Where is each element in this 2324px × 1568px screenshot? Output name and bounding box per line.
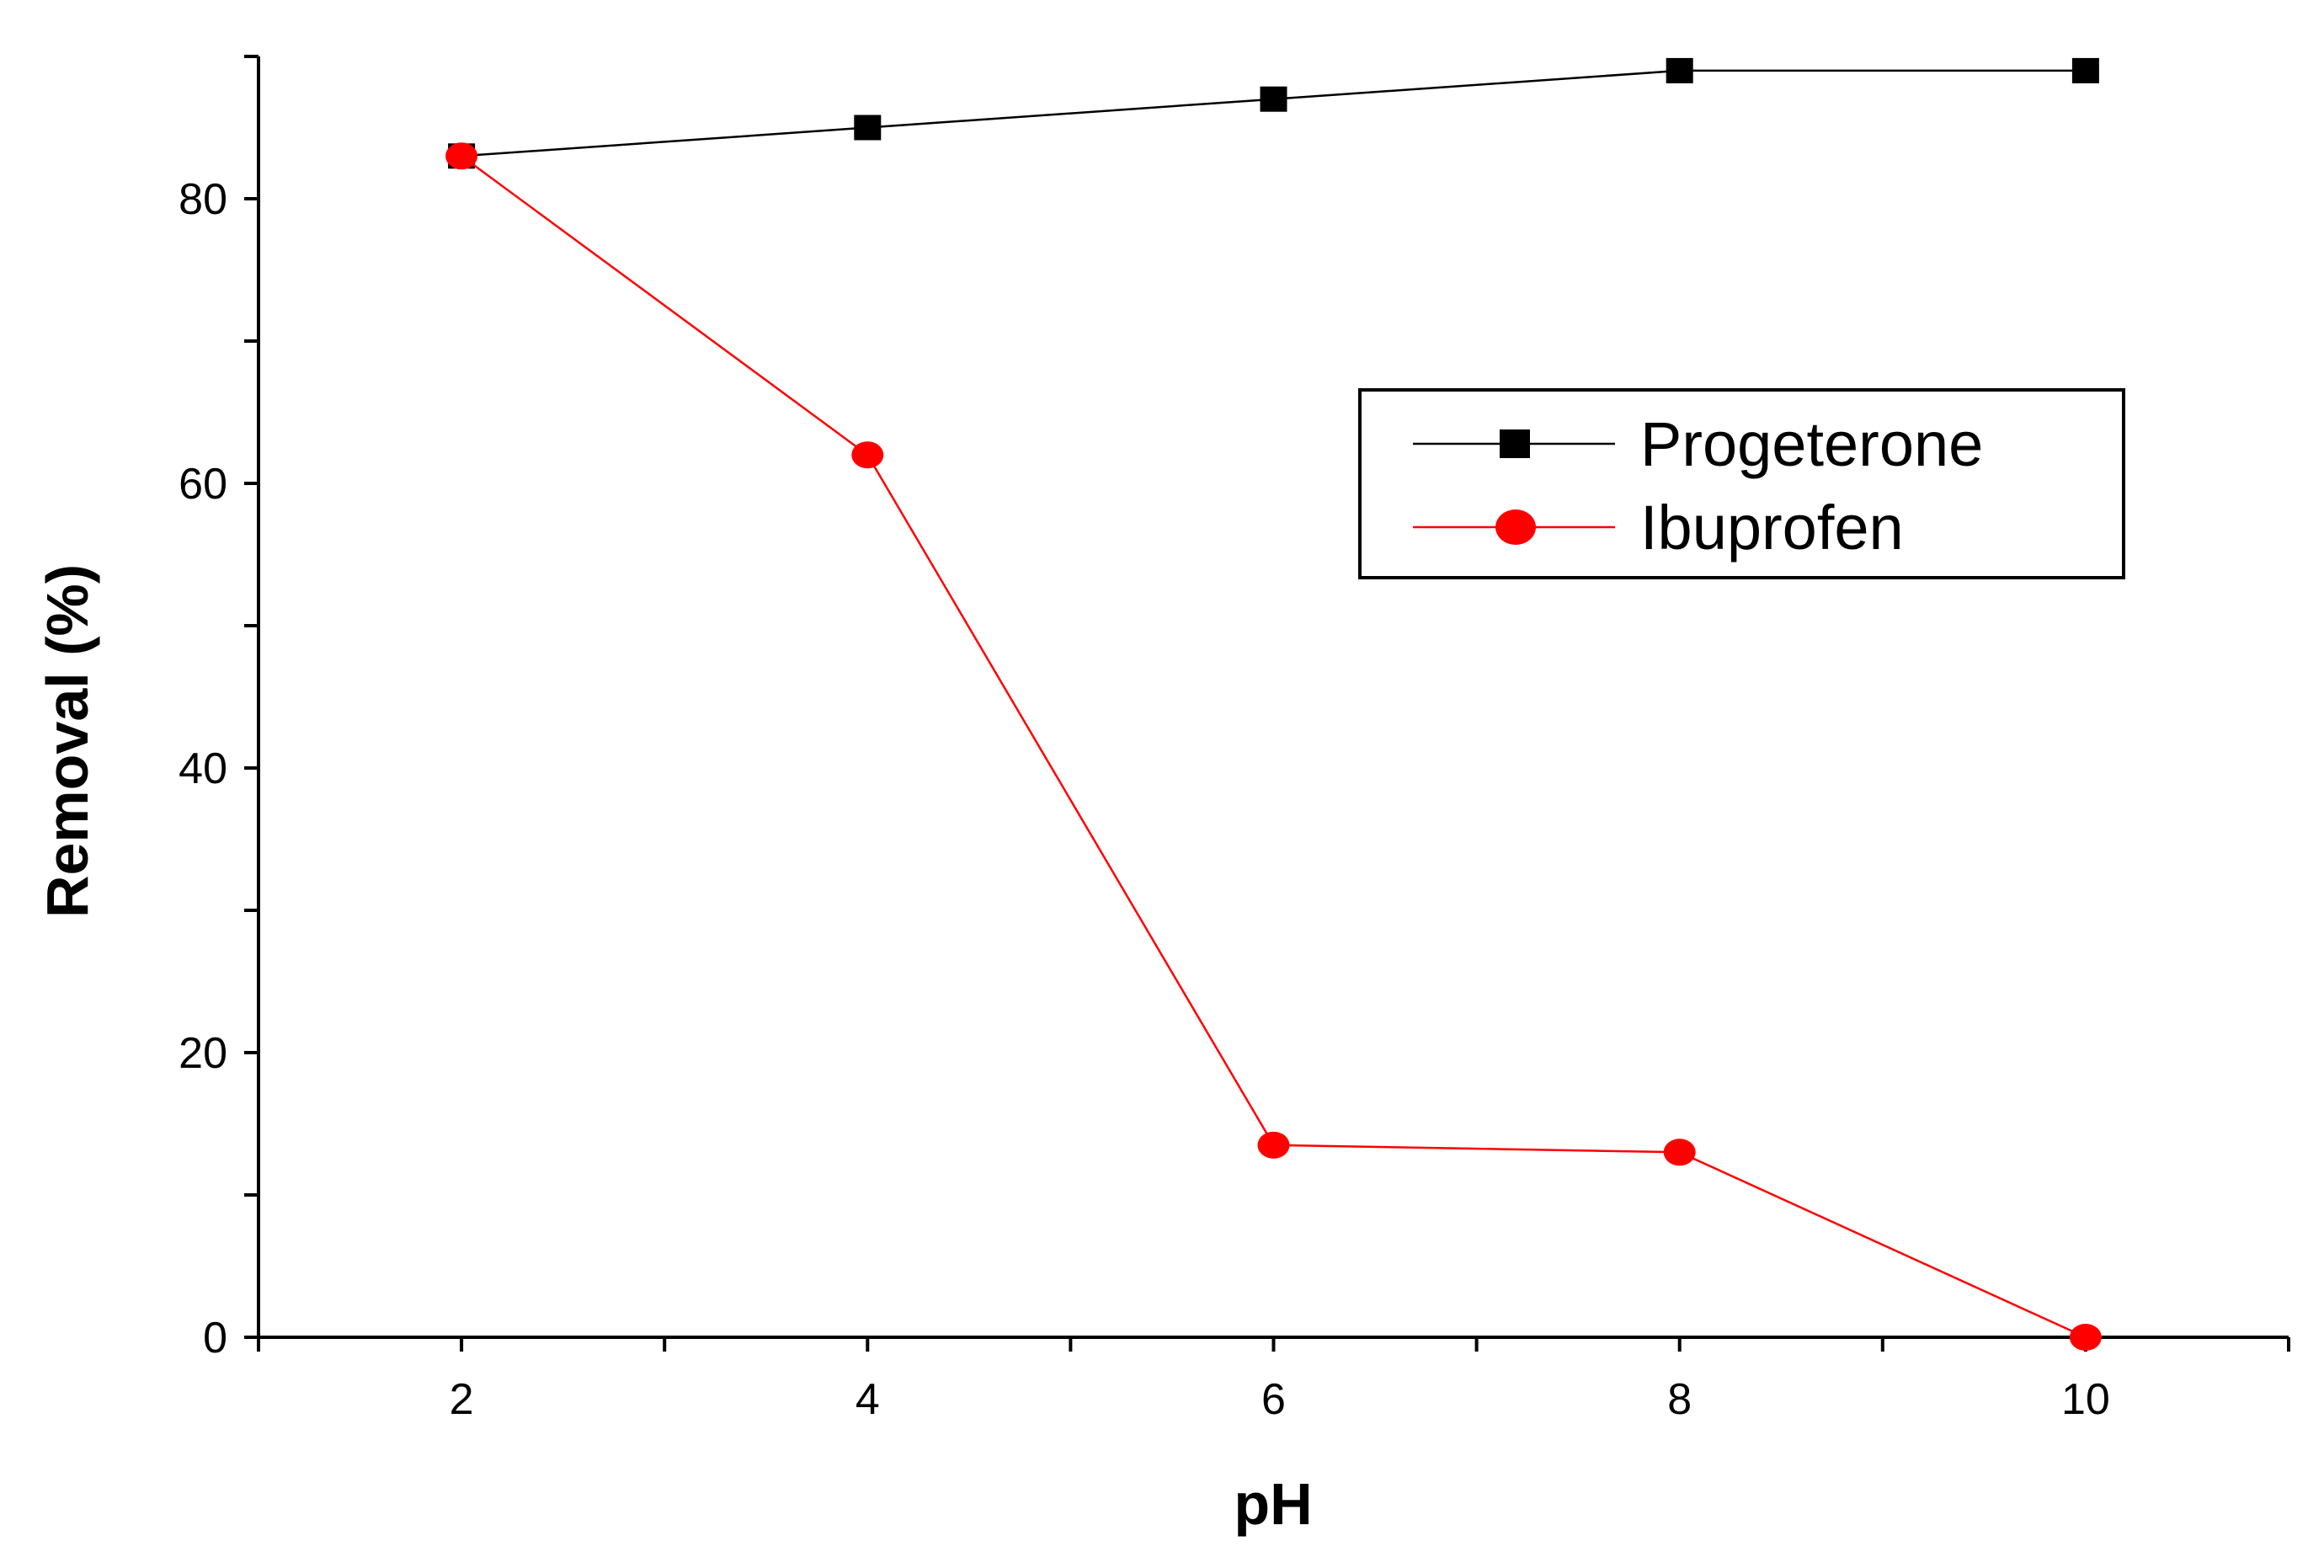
series-line bbox=[461, 155, 2087, 1339]
legend-label: Progeterone bbox=[1640, 409, 1983, 479]
data-point-circle bbox=[2069, 1324, 2102, 1351]
y-tick-label: 40 bbox=[179, 744, 227, 793]
data-point-circle bbox=[1257, 1131, 1290, 1159]
ticks: 2 4 6 8 10 0 20 40 60 80 bbox=[179, 55, 2290, 1424]
legend-marker-square bbox=[1500, 429, 1530, 458]
data-point-circle bbox=[1663, 1139, 1696, 1166]
data-point-square bbox=[854, 115, 882, 141]
legend-marker-circle bbox=[1495, 509, 1536, 545]
x-axis-title: pH bbox=[1234, 1471, 1312, 1537]
series-progeterone bbox=[448, 57, 2099, 169]
x-tick-label: 6 bbox=[1261, 1375, 1286, 1424]
data-point-square bbox=[1260, 86, 1287, 112]
y-tick-label: 0 bbox=[203, 1314, 227, 1363]
x-tick-label: 8 bbox=[1667, 1375, 1692, 1424]
x-tick-label: 4 bbox=[856, 1375, 880, 1424]
series-line bbox=[461, 69, 2086, 157]
legend: Progeterone Ibuprofen bbox=[1358, 388, 2125, 579]
data-point-circle bbox=[445, 142, 478, 170]
y-tick-label: 20 bbox=[179, 1029, 227, 1078]
legend-box bbox=[1358, 388, 2125, 579]
y-axis-title: Removal (%) bbox=[35, 564, 100, 918]
legend-entry: Ibuprofen bbox=[1413, 493, 1904, 563]
series-layer bbox=[445, 57, 2102, 1351]
x-tick-label: 10 bbox=[2061, 1375, 2110, 1424]
x-tick-label: 2 bbox=[450, 1375, 474, 1424]
data-point-square bbox=[2071, 57, 2099, 83]
y-tick-label: 80 bbox=[179, 175, 227, 224]
y-tick-label: 60 bbox=[179, 460, 227, 509]
data-point-square bbox=[1666, 57, 1693, 83]
legend-label: Ibuprofen bbox=[1640, 493, 1904, 563]
legend-entry: Progeterone bbox=[1413, 409, 1983, 479]
series-ibuprofen bbox=[445, 142, 2102, 1351]
data-point-circle bbox=[851, 441, 884, 469]
